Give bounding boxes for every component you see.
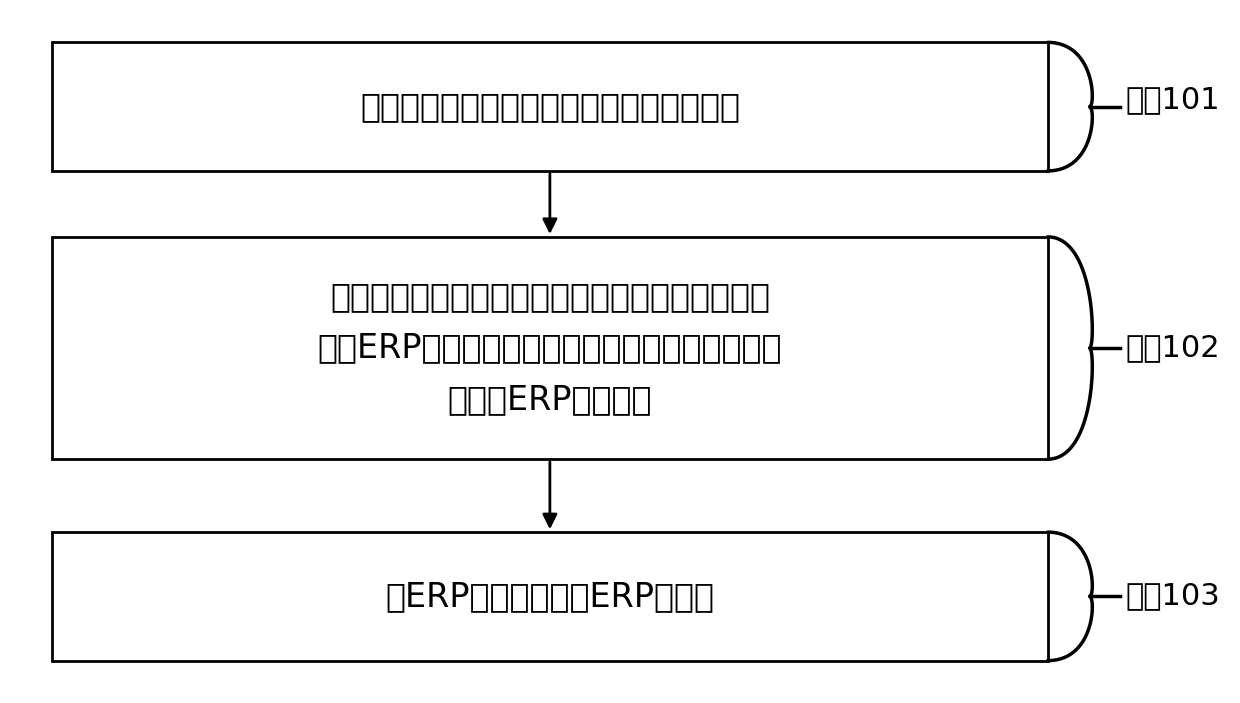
Text: 在销售源系统的平台物品与仓库发货时的企业资源
计划ERP物品不对应时，将销售源系统的订单数据
转换为ERP订单数据: 在销售源系统的平台物品与仓库发货时的企业资源 计划ERP物品不对应时，将销售源系… (317, 280, 782, 415)
FancyBboxPatch shape (52, 42, 1048, 171)
Text: 将ERP订单数据存入ERP订单池: 将ERP订单数据存入ERP订单池 (386, 580, 714, 613)
FancyBboxPatch shape (52, 532, 1048, 661)
FancyBboxPatch shape (52, 237, 1048, 459)
Text: 步骤102: 步骤102 (1126, 333, 1220, 363)
Text: 利用标准接口获取各销售源系统的订单数据: 利用标准接口获取各销售源系统的订单数据 (360, 90, 740, 123)
Text: 步骤101: 步骤101 (1126, 86, 1220, 115)
Text: 步骤103: 步骤103 (1126, 581, 1220, 610)
